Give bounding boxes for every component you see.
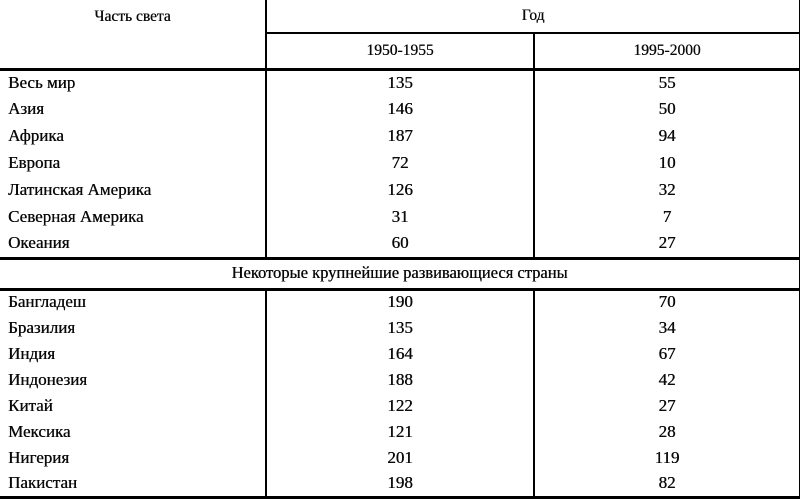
- table-row-asia: Азия 146 50: [0, 96, 800, 123]
- header-period-1995-2000: 1995-2000: [534, 33, 800, 71]
- table-row-pakistan: Пакистан 198 82: [0, 471, 800, 499]
- row-label: Китай: [0, 393, 267, 419]
- table-row-north-america: Северная Америка 31 7: [0, 204, 800, 231]
- section-header-row: Некоторые крупнейшие развивающиеся стран…: [0, 258, 800, 291]
- value-1950-1955: 188: [266, 367, 535, 393]
- value-1950-1955: 146: [266, 96, 535, 123]
- table-row-europe: Европа 72 10: [0, 150, 800, 177]
- row-label: Мексика: [0, 419, 267, 445]
- value-1950-1955: 187: [266, 123, 535, 150]
- header-region-column: Часть света: [0, 0, 267, 33]
- value-1950-1955: 31: [266, 204, 535, 231]
- value-1950-1955: 198: [266, 471, 535, 499]
- table-header-row-2: 1950-1955 1995-2000: [0, 33, 800, 71]
- value-1995-2000: 7: [534, 204, 800, 231]
- table-row-world: Весь мир 135 55: [0, 69, 800, 96]
- value-1995-2000: 67: [534, 341, 800, 367]
- value-1995-2000: 27: [534, 231, 800, 260]
- value-1995-2000: 10: [534, 150, 800, 177]
- value-1950-1955: 60: [266, 231, 535, 260]
- value-1950-1955: 190: [266, 289, 535, 315]
- row-label: Нигерия: [0, 445, 267, 471]
- table-row-indonesia: Индонезия 188 42: [0, 367, 800, 393]
- table-row-mexico: Мексика 121 28: [0, 419, 800, 445]
- value-1995-2000: 82: [534, 471, 800, 499]
- row-label: Азия: [0, 96, 267, 123]
- value-1995-2000: 32: [534, 177, 800, 204]
- row-label: Индонезия: [0, 367, 267, 393]
- header-empty-cell: [0, 33, 267, 71]
- value-1950-1955: 72: [266, 150, 535, 177]
- value-1950-1955: 135: [266, 69, 535, 96]
- value-1995-2000: 94: [534, 123, 800, 150]
- section-title: Некоторые крупнейшие развивающиеся стран…: [0, 258, 800, 291]
- table-row-india: Индия 164 67: [0, 341, 800, 367]
- row-label: Океания: [0, 231, 267, 260]
- value-1995-2000: 119: [534, 445, 800, 471]
- value-1950-1955: 135: [266, 315, 535, 341]
- table-header-row-1: Часть света Год: [0, 0, 800, 34]
- value-1995-2000: 50: [534, 96, 800, 123]
- value-1950-1955: 121: [266, 419, 535, 445]
- value-1950-1955: 122: [266, 393, 535, 419]
- table-row-oceania: Океания 60 27: [0, 231, 800, 260]
- table-row-bangladesh: Бангладеш 190 70: [0, 289, 800, 315]
- value-1995-2000: 55: [534, 69, 800, 96]
- value-1995-2000: 28: [534, 419, 800, 445]
- value-1950-1955: 201: [266, 445, 535, 471]
- value-1950-1955: 164: [266, 341, 535, 367]
- table-row-latin-america: Латинская Америка 126 32: [0, 177, 800, 204]
- table-row-brazil: Бразилия 135 34: [0, 315, 800, 341]
- row-label: Индия: [0, 341, 267, 367]
- table-row-nigeria: Нигерия 201 119: [0, 445, 800, 471]
- table-row-china: Китай 122 27: [0, 393, 800, 419]
- row-label: Латинская Америка: [0, 177, 267, 204]
- row-label: Пакистан: [0, 471, 267, 499]
- header-period-1950-1955: 1950-1955: [266, 33, 535, 71]
- value-1995-2000: 70: [534, 289, 800, 315]
- value-1995-2000: 42: [534, 367, 800, 393]
- row-label: Европа: [0, 150, 267, 177]
- row-label: Весь мир: [0, 69, 267, 96]
- value-1950-1955: 126: [266, 177, 535, 204]
- value-1995-2000: 34: [534, 315, 800, 341]
- header-year-column: Год: [266, 0, 800, 34]
- table-row-africa: Африка 187 94: [0, 123, 800, 150]
- row-label: Бангладеш: [0, 289, 267, 315]
- value-1995-2000: 27: [534, 393, 800, 419]
- row-label: Бразилия: [0, 315, 267, 341]
- row-label: Северная Америка: [0, 204, 267, 231]
- row-label: Африка: [0, 123, 267, 150]
